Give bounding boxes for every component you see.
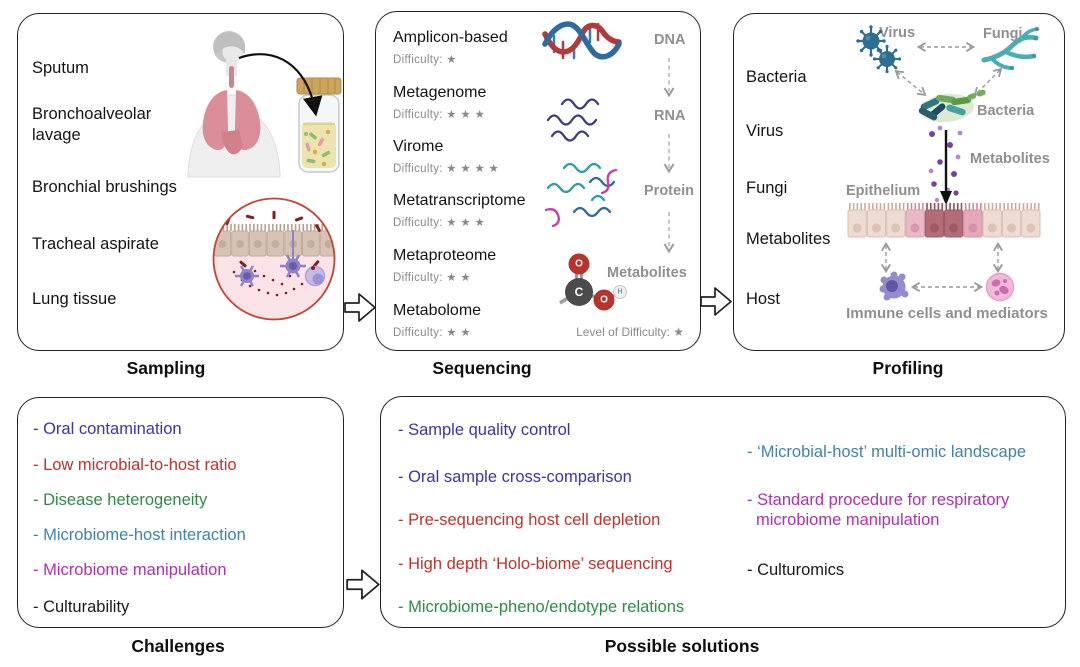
challenges-panel: - Oral contamination - Low microbial-to-… xyxy=(17,397,344,628)
sampling-title: Sampling xyxy=(126,358,206,378)
protein-icon xyxy=(544,162,618,228)
method-difficulty: Difficulty: ★ ★ ★ xyxy=(393,217,486,229)
challenges-title: Challenges xyxy=(131,636,225,656)
profiling-title: Profiling xyxy=(872,358,944,378)
patient-illustration xyxy=(187,31,281,178)
epithelium-icon xyxy=(847,203,1041,238)
solutions-title: Possible solutions xyxy=(604,636,760,656)
sampling-item: Bronchial brushings xyxy=(32,178,177,196)
dna-icon xyxy=(542,21,622,60)
immune-cells-label: Immune cells and mediators xyxy=(846,305,1048,322)
flow-label-protein: Protein xyxy=(644,183,694,199)
solution-item: - Microbiome-pheno/endotype relations xyxy=(398,598,685,616)
method-difficulty: Difficulty: ★ ★ ★ xyxy=(393,109,486,121)
solutions-panel: - Sample quality control - Oral sample c… xyxy=(380,396,1066,628)
fungi-icon xyxy=(981,27,1039,70)
sequencing-panel: Amplicon-based Difficulty: ★ Metagenome … xyxy=(375,11,701,351)
metabolite-molecule-icon: O C O H xyxy=(559,253,627,311)
flow-label-rna: RNA xyxy=(654,108,686,124)
method-name: Metatranscriptome xyxy=(393,192,526,209)
sequencing-illustration: O C O H xyxy=(542,21,675,311)
sampling-illustration xyxy=(187,31,342,321)
interaction-arrows xyxy=(894,42,1003,97)
sequencing-title: Sequencing xyxy=(432,358,532,378)
epithelial-cells xyxy=(213,224,335,257)
profiling-item: Bacteria xyxy=(746,68,807,86)
solution-item: - Pre-sequencing host cell depletion xyxy=(398,511,661,529)
method-difficulty: Difficulty: ★ ★ ★ ★ xyxy=(393,163,500,175)
solution-item: - Culturomics xyxy=(747,561,845,579)
profiling-item: Metabolites xyxy=(746,230,831,248)
sampling-to-sequencing-arrow xyxy=(344,293,376,322)
profiling-illustration xyxy=(847,25,1041,302)
method-difficulty: Difficulty: ★ xyxy=(393,54,457,66)
challenge-item: - Microbiome-host interaction xyxy=(33,526,246,544)
sample-flow-arrow xyxy=(238,53,323,117)
sampling-item: Tracheal aspirate xyxy=(32,235,159,253)
solution-item: - ‘Microbial-host’ multi-omic landscape xyxy=(747,443,1027,461)
sampling-item: Sputum xyxy=(32,59,89,77)
bacteria-label: Bacteria xyxy=(977,103,1035,119)
specimen-jar-icon xyxy=(296,77,342,173)
solution-item: - Sample quality control xyxy=(398,421,571,439)
airway-microscopy-icon xyxy=(212,197,336,321)
solution-item: - High depth ‘Holo-biome’ sequencing xyxy=(398,555,673,573)
sampling-panel: Sputum Bronchoalveolar lavage Bronchial … xyxy=(17,13,344,351)
solution-item: - Oral sample cross-comparison xyxy=(398,468,632,486)
profiling-panel: Bacteria Virus Fungi Metabolites Host Vi… xyxy=(733,13,1065,351)
epithelium-label: Epithelium xyxy=(846,183,921,199)
host-interaction-arrows xyxy=(881,241,1003,292)
fungi-label: Fungi xyxy=(983,26,1023,42)
solution-item: - Standard procedure for respiratory mic… xyxy=(747,491,1010,530)
sampling-item: Lung tissue xyxy=(32,290,117,308)
rna-icon xyxy=(546,98,600,142)
atom-label: O xyxy=(575,259,583,270)
challenges-to-solutions-arrow xyxy=(346,569,380,600)
profiling-item: Host xyxy=(746,290,780,308)
method-name: Metagenome xyxy=(393,84,487,101)
atom-label: H xyxy=(617,289,622,296)
metabolites-label: Metabolites xyxy=(970,151,1050,167)
method-difficulty: Difficulty: ★ ★ xyxy=(393,327,471,339)
immune-cell-pink-icon xyxy=(985,272,1015,302)
immune-cells-micro xyxy=(235,230,326,287)
flow-label-metabolites: Metabolites xyxy=(607,265,687,281)
method-name: Metaproteome xyxy=(393,247,497,264)
challenge-item: - Oral contamination xyxy=(33,420,182,438)
method-name: Metabolome xyxy=(393,302,482,319)
sampling-item: Bronchoalveolar lavage xyxy=(32,105,152,144)
jar-microbes xyxy=(304,129,331,167)
bacteria-cluster-icon xyxy=(918,89,986,123)
virus-icon xyxy=(856,25,902,74)
atom-label: C xyxy=(575,285,584,299)
challenge-item: - Disease heterogeneity xyxy=(33,491,208,509)
challenge-item: - Low microbial-to-host ratio xyxy=(33,456,237,474)
sequencing-to-profiling-arrow xyxy=(700,287,732,316)
method-difficulty: Difficulty: ★ ★ xyxy=(393,272,471,284)
profiling-item: Virus xyxy=(746,122,784,140)
difficulty-legend: Level of Difficulty: ★ xyxy=(576,325,684,339)
challenge-item: - Microbiome manipulation xyxy=(33,561,227,579)
method-name: Amplicon-based xyxy=(393,29,508,46)
flow-label-dna: DNA xyxy=(654,32,686,48)
method-name: Virome xyxy=(393,138,444,155)
challenge-item: - Culturability xyxy=(33,598,130,616)
atom-label: O xyxy=(600,295,608,306)
metabolites-stream xyxy=(928,125,963,205)
immune-cell-purple-icon xyxy=(879,271,909,301)
virus-label: Virus xyxy=(879,25,916,41)
profiling-item: Fungi xyxy=(746,179,788,197)
